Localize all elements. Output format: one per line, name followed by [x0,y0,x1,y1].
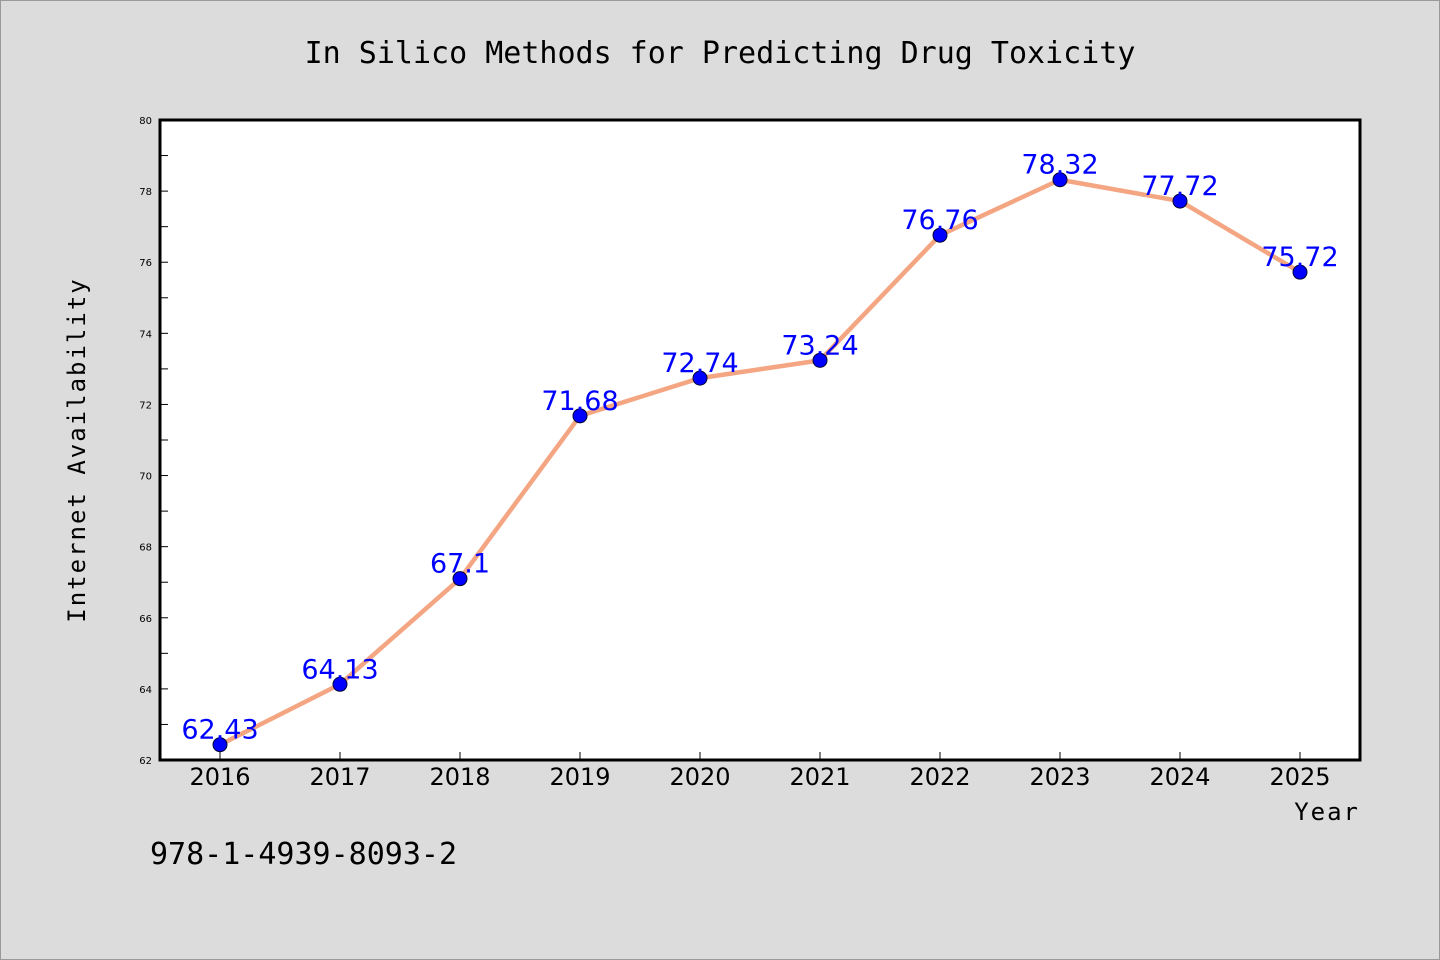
x-tick-label: 2017 [309,763,370,791]
data-point [1052,172,1068,188]
x-axis: 2016 2017 2018 2019 2020 2021 2022 2023 2024 2025 [189,752,1331,791]
data-point [572,408,588,424]
plot-area [158,118,1362,762]
y-tick-label: 68 [139,543,152,554]
data-labels: 62.43 64.13 67.1 71.68 72.74 73.24 76.76 78.32 7… [181,150,1338,746]
x-tick-label: 2016 [189,763,250,791]
isbn-text: 978-1-4939-8093-2 [150,837,457,872]
y-axis: 62 64 66 68 70 72 74 76 78 80 [139,116,168,767]
data-label: 62.43 [181,715,258,746]
data-point [212,737,228,753]
y-tick-label: 80 [139,116,152,127]
x-tick-label: 2020 [669,763,730,791]
data-point [452,571,468,587]
x-tick-label: 2018 [429,763,490,791]
data-point [1172,193,1188,209]
series-markers [212,172,1308,753]
data-label: 71.68 [541,386,618,417]
data-label: 72.74 [661,348,738,379]
y-tick-label: 66 [139,614,152,625]
data-point [812,352,828,368]
x-tick-label: 2024 [1149,763,1210,791]
y-tick-label: 72 [139,400,152,411]
x-tick-label: 2019 [549,763,610,791]
data-label: 73.24 [781,330,858,361]
data-label: 67.1 [430,549,490,580]
x-tick-label: 2022 [909,763,970,791]
y-tick-label: 78 [139,187,152,198]
y-tick-label: 74 [139,329,152,340]
data-point [332,676,348,692]
data-label: 64.13 [301,654,378,685]
data-point [932,227,948,243]
y-tick-label: 62 [139,756,152,767]
x-tick-label: 2023 [1029,763,1090,791]
y-tick-label: 76 [139,258,152,269]
data-point [692,370,708,386]
data-label: 76.76 [901,205,978,236]
chart-title: In Silico Methods for Predicting Drug To… [305,36,1136,71]
x-tick-label: 2021 [789,763,850,791]
x-tick-label: 2025 [1269,763,1330,791]
y-axis-label: Internet Availability [63,277,91,622]
series-line [218,177,1302,747]
x-axis-label: Year [1294,798,1360,826]
data-label: 75.72 [1261,242,1338,273]
y-tick-label: 64 [139,685,152,696]
y-tick-label: 70 [139,472,152,483]
data-label: 78.32 [1021,150,1098,181]
data-label: 77.72 [1141,171,1218,202]
data-point [1292,264,1308,280]
